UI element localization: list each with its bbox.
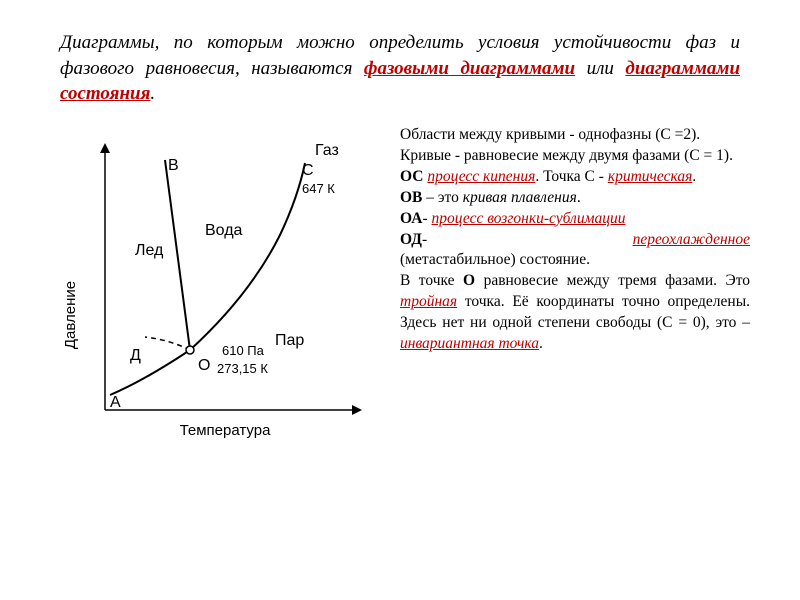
triple-red: тройная <box>400 293 457 310</box>
phase-diagram-svg: Давление Температура ГазС 647 К В Вода Лед Пар Д… <box>50 125 380 455</box>
title-red-1: фазовыми диаграммами <box>364 58 575 79</box>
svg-text:О: О <box>198 357 210 374</box>
svg-text:273,15 К: 273,15 К <box>217 361 268 376</box>
para-triple: В точке О равновесие между тремя фазами.… <box>400 271 750 355</box>
svg-text:Вода: Вода <box>205 222 243 239</box>
page-title: Диаграммы, по которым можно определить у… <box>50 30 750 107</box>
svg-text:Лед: Лед <box>135 242 164 259</box>
svg-text:С: С <box>302 162 314 179</box>
svg-text:Д: Д <box>130 347 141 364</box>
para-ob: ОВ – это кривая плавления. <box>400 188 750 209</box>
para-oc: ОС процесс кипения. Точка С - критическа… <box>400 167 750 188</box>
od-red: переохлажденное <box>633 230 750 251</box>
svg-text:Газ: Газ <box>315 142 339 159</box>
svg-text:А: А <box>110 394 121 411</box>
para-od: ОД- переохлажденное <box>400 230 750 251</box>
oa-label: ОА <box>400 210 422 227</box>
oc-red2: критическая <box>608 168 692 185</box>
para-1b: Кривые - равновесие между двумя фазами (… <box>400 146 750 167</box>
para-oa: ОА- процесс возгонки-сублимации <box>400 209 750 230</box>
svg-text:647 К: 647 К <box>302 181 335 196</box>
oc-red: процесс кипения <box>427 168 535 185</box>
svg-text:В: В <box>168 157 179 174</box>
ob-label: ОВ <box>400 189 422 206</box>
title-text-2: или <box>575 58 625 79</box>
para-1a: Области между кривыми - однофазны (С =2)… <box>400 125 750 146</box>
oc-label: ОС <box>400 168 423 185</box>
oa-red: процесс возгонки-сублимации <box>432 210 626 227</box>
invariant-red: инвариантная точка <box>400 335 539 352</box>
svg-text:610 Па: 610 Па <box>222 343 265 358</box>
svg-text:Температура: Температура <box>180 422 272 439</box>
para-od2: (метастабильное) состояние. <box>400 250 750 271</box>
title-text-3: . <box>150 83 155 104</box>
ob-red: кривая плавления <box>463 189 577 206</box>
svg-text:Пар: Пар <box>275 332 304 349</box>
phase-diagram: Давление Температура ГазС 647 К В Вода Лед Пар Д… <box>50 125 380 460</box>
content-row: Давление Температура ГазС 647 К В Вода Лед Пар Д… <box>50 125 750 460</box>
svg-text:Давление: Давление <box>62 281 79 349</box>
description-text: Области между кривыми - однофазны (С =2)… <box>400 125 750 460</box>
od-label: ОД <box>400 231 422 248</box>
